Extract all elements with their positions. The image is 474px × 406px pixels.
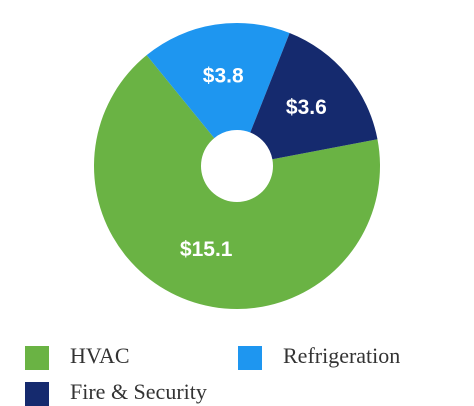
value-label: $15.1: [180, 238, 233, 261]
donut-slice: [94, 55, 381, 309]
legend-label: Fire & Security: [70, 379, 207, 404]
value-label: $3.8: [203, 65, 244, 88]
legend-swatch: [25, 382, 49, 406]
value-label: $3.6: [286, 96, 327, 119]
legend-label: Refrigeration: [283, 343, 400, 368]
legend-swatch: [25, 346, 49, 370]
donut-slice: [250, 33, 378, 160]
donut-slice: [146, 22, 290, 139]
legend-label: HVAC: [70, 343, 130, 368]
legend-swatch: [238, 346, 262, 370]
